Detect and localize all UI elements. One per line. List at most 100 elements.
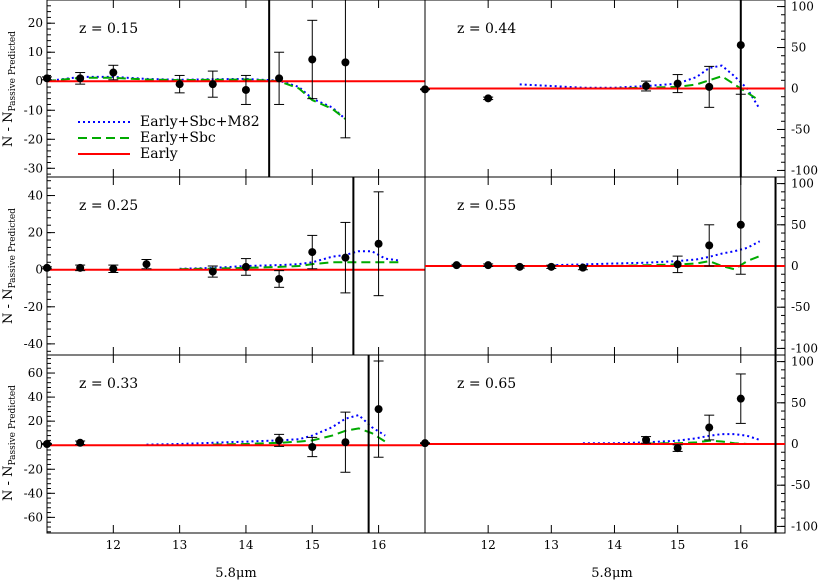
panel-6-y-tick-label: -50 (791, 478, 810, 492)
panel-5-data-point (374, 405, 383, 414)
panel-4-data-point (736, 220, 745, 229)
panel-5-x-tick-label: 12 (106, 538, 121, 552)
panel-1-early-sbc-m82-line (46, 75, 347, 120)
panel-3-data-point (341, 253, 350, 262)
panel-4-data-point (484, 261, 493, 270)
panel-1-data-point (275, 74, 284, 83)
panel-6-data-point (421, 439, 429, 448)
panel-1-redshift-label: z = 0.15 (79, 21, 138, 37)
panel-4-data-point (705, 241, 714, 250)
panel-5-data-point (308, 443, 317, 452)
panel-5-early-sbc-m82-line (146, 413, 386, 446)
panel-3-data-point (275, 274, 284, 283)
panel-2-y-tick-label: -100 (791, 163, 818, 177)
panel-2-early-sbc-m82-line (519, 64, 761, 110)
panel-4-data-point (578, 263, 587, 272)
panel-2-data-point (705, 82, 714, 91)
panel-5-x-tick-label: 15 (305, 538, 320, 552)
panel-6-x-tick-label: 12 (481, 538, 496, 552)
panel-5-y-tick-label: -40 (24, 486, 43, 500)
panel-2-y-tick-label: 0 (791, 82, 799, 96)
legend-label-3: Early (140, 146, 178, 162)
panel-3-y-tick-label: 40 (28, 189, 43, 203)
panel-2-y-tick-label: -50 (791, 122, 810, 136)
panel-6-data-point (705, 423, 714, 432)
panel-3-y-tick-label: 0 (35, 263, 43, 277)
panel-5-y-tick-label: 20 (28, 414, 43, 428)
panel-2-redshift-label: z = 0.44 (457, 21, 516, 37)
legend-label-2: Early+Sbc (140, 130, 216, 146)
panel-1-early-sbc-line (46, 76, 347, 120)
x-axis-title-right: 5.8μm (591, 566, 632, 581)
panel-2-data-point (421, 85, 429, 94)
panel-4-data-point (547, 262, 556, 271)
panel-4-data-point (452, 261, 461, 270)
panel-4-y-tick-label: -100 (791, 341, 818, 355)
panel-2-y-tick-label: 50 (791, 41, 806, 55)
panel-4-data-point (673, 260, 682, 269)
panel-3-y-tick-label: -40 (24, 337, 43, 351)
panel-5-y-tick-label: 60 (28, 366, 43, 380)
panel-5-redshift-label: z = 0.33 (79, 376, 138, 392)
panel-4-y-tick-label: 100 (791, 177, 814, 191)
panel-5-x-tick-label: 16 (371, 538, 386, 552)
panel-5-x-tick-label: 13 (172, 538, 187, 552)
panel-2-y-tick-label: 100 (791, 0, 814, 14)
panel-3-data-point (76, 263, 85, 272)
panel-4-y-tick-label: 50 (791, 218, 806, 232)
panel-3-y-tick-label: 20 (28, 226, 43, 240)
panel-3-redshift-label: z = 0.25 (79, 198, 138, 214)
panel-2-data-point (642, 82, 651, 91)
panel-4-y-tick-label: 0 (791, 259, 799, 273)
legend-label-1: Early+Sbc+M82 (140, 114, 260, 130)
panel-4-early-sbc-m82-line (551, 240, 761, 267)
panel-1-data-point (109, 68, 118, 77)
panel-3-data-point (241, 262, 250, 271)
panel-3-data-point (208, 267, 217, 276)
panel-3-data-point (43, 263, 51, 272)
panel-6-x-tick-label: 13 (544, 538, 559, 552)
panel-1-data-point (76, 74, 85, 83)
panel-5-x-tick-label: 14 (238, 538, 254, 552)
panel-6-y-tick-label: 50 (791, 396, 806, 410)
y-axis-title-row-2: N - NPassive Predicted (1, 208, 18, 324)
panel-5-data-point (76, 438, 85, 447)
panel-3-data-point (374, 239, 383, 248)
panel-6-x-tick-label: 16 (733, 538, 748, 552)
panel-5-data-point (43, 440, 51, 448)
panel-3-y-tick-label: -20 (24, 300, 43, 314)
panel-2-early-sbc-line (614, 75, 761, 102)
panel-3: -40 -20 0 20 40 z = 0.25 (24, 176, 426, 356)
panel-1-y-tick-label: -30 (24, 161, 43, 175)
panel-1-y-tick-label: 20 (28, 16, 43, 30)
panel-1-y-tick-label: -20 (24, 132, 43, 146)
panel-5-y-tick-label: -20 (24, 462, 43, 476)
panel-5-early-sbc-line (212, 427, 386, 446)
panel-6-data-point (673, 444, 682, 453)
panel-6-data-point (642, 435, 651, 444)
panel-2-data-point (673, 79, 682, 88)
panel-6: -100 -50 0 50 100 12 13 14 15 16 z = 0.65 (420, 354, 818, 552)
panel-5-y-tick-label: 0 (35, 438, 43, 452)
panel-1-y-tick-label: -10 (24, 103, 43, 117)
panel-4-y-tick-label: -50 (791, 300, 810, 314)
panel-3-early-sbc-m82-line (179, 250, 399, 270)
panel-3-data-point (308, 248, 317, 257)
y-axis-title-row-3: N - NPassive Predicted (1, 385, 18, 501)
panel-4-data-point (515, 262, 524, 271)
x-axis-title-left: 5.8μm (215, 566, 256, 581)
panel-6-early-sbc-m82-line (582, 433, 761, 445)
panel-4-early-sbc-line (614, 255, 761, 271)
panel-4: -100 -50 0 50 100 z = 0.55 (424, 176, 818, 356)
panel-1-data-point (175, 80, 184, 89)
panel-1-data-point (241, 85, 250, 94)
panel-6-y-tick-label: -100 (791, 519, 818, 533)
panel-1-data-point (341, 58, 350, 67)
panel-6-x-tick-label: 15 (670, 538, 685, 552)
panel-1-data-point (308, 55, 317, 64)
panel-1-data-point (43, 74, 51, 83)
